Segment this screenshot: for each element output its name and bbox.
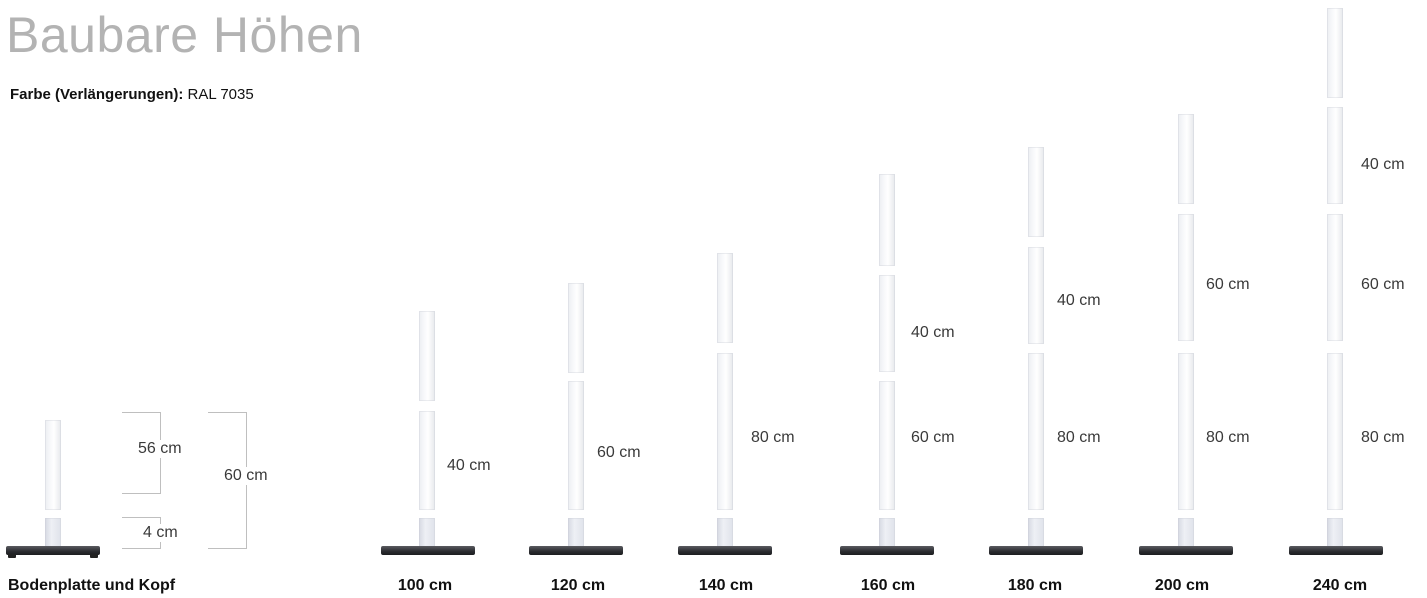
base-plate: [6, 546, 100, 555]
base-connector: [568, 518, 584, 548]
extension-segment: [419, 411, 435, 510]
head-segment: [879, 174, 895, 266]
dimension-label-upper: 56 cm: [136, 440, 184, 458]
base-plate: [1289, 546, 1383, 555]
extension-label: 40 cm: [1057, 292, 1101, 309]
base-plate: [1139, 546, 1233, 555]
extension-label: 60 cm: [1206, 276, 1250, 293]
color-info-label: Farbe (Verlängerungen):: [10, 86, 184, 103]
extension-label: 80 cm: [1057, 429, 1101, 446]
head-segment: [568, 283, 584, 373]
base-connector: [1028, 518, 1044, 548]
base-connector: [419, 518, 435, 548]
base-connector: [1178, 518, 1194, 548]
extension-segment: [1327, 214, 1343, 341]
base-connector: [879, 518, 895, 548]
extension-label: 40 cm: [447, 457, 491, 474]
base-connector: [717, 518, 733, 548]
bracket-total: [208, 412, 247, 549]
caption-height: 180 cm: [1007, 577, 1063, 594]
caption-height: 160 cm: [860, 577, 916, 594]
extension-segment: [1327, 107, 1343, 204]
caption-base-unit: Bodenplatte und Kopf: [8, 577, 176, 594]
extension-segment: [1178, 353, 1194, 510]
head-segment: [419, 311, 435, 401]
head-segment: [45, 420, 61, 510]
page-title: Baubare Höhen: [6, 7, 363, 63]
base-plate-foot: [8, 554, 16, 558]
extension-segment: [879, 381, 895, 510]
extension-segment: [879, 275, 895, 372]
extension-label: 80 cm: [1206, 429, 1250, 446]
caption-height: 120 cm: [550, 577, 606, 594]
extension-label: 40 cm: [1361, 156, 1405, 173]
base-plate: [381, 546, 475, 555]
extension-segment: [568, 381, 584, 510]
head-segment: [1327, 8, 1343, 98]
head-segment: [1028, 147, 1044, 237]
color-info-value: RAL 7035: [187, 86, 254, 103]
color-info: Farbe (Verlängerungen): RAL 7035: [10, 86, 254, 103]
extension-segment: [1028, 247, 1044, 344]
extension-label: 60 cm: [911, 429, 955, 446]
caption-height: 200 cm: [1154, 577, 1210, 594]
caption-height: 100 cm: [397, 577, 453, 594]
extension-segment: [1327, 353, 1343, 510]
base-plate: [678, 546, 772, 555]
extension-label: 60 cm: [597, 444, 641, 461]
extension-label: 80 cm: [751, 429, 795, 446]
extension-label: 40 cm: [911, 324, 955, 341]
extension-label: 80 cm: [1361, 429, 1405, 446]
extension-segment: [717, 353, 733, 510]
head-segment: [717, 253, 733, 343]
dimension-label-lower: 4 cm: [141, 524, 180, 542]
extension-label: 60 cm: [1361, 276, 1405, 293]
bracket-lower: [122, 517, 161, 549]
base-connector: [1327, 518, 1343, 548]
base-plate: [989, 546, 1083, 555]
caption-height: 240 cm: [1312, 577, 1368, 594]
base-plate-foot: [90, 554, 98, 558]
bracket-upper: [122, 412, 161, 494]
base-plate: [840, 546, 934, 555]
head-segment: [1178, 114, 1194, 204]
extension-segment: [1028, 353, 1044, 510]
caption-height: 140 cm: [698, 577, 754, 594]
dimension-label-total: 60 cm: [222, 467, 270, 485]
base-connector: [45, 518, 61, 548]
base-plate: [529, 546, 623, 555]
extension-segment: [1178, 214, 1194, 341]
